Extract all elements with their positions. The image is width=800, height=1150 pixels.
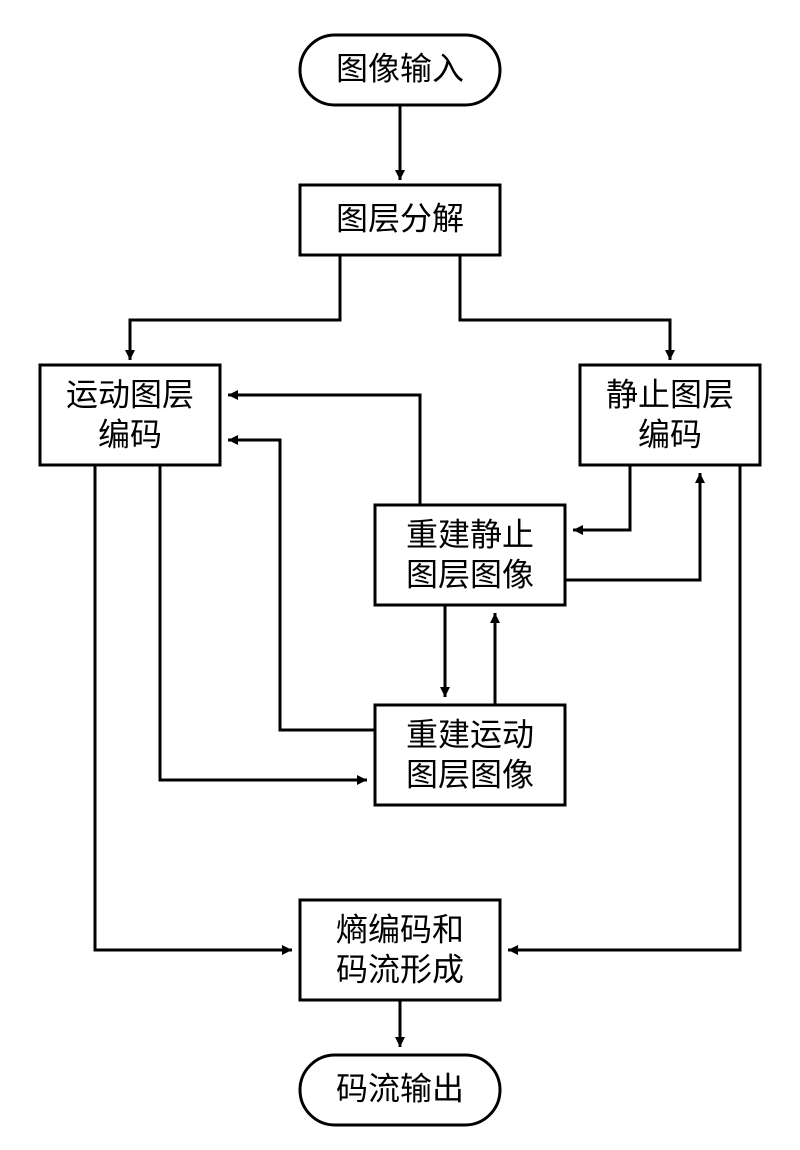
node-rebuild-still-label2: 图层图像 — [406, 556, 534, 592]
node-motion-enc-label2: 编码 — [98, 416, 162, 452]
node-rebuild-motion-label1: 重建运动 — [406, 716, 534, 752]
edge-decompose-motion — [130, 255, 340, 360]
edge-rebuildstill-stillenc — [565, 473, 700, 580]
edge-motionenc-rebuildmotion — [160, 465, 367, 780]
node-output-label: 码流输出 — [336, 1070, 464, 1106]
node-entropy-label2: 码流形成 — [336, 951, 464, 987]
edge-stillenc-rebuildstill — [573, 465, 630, 530]
flowchart-diagram: 图像输入 图层分解 运动图层 编码 静止图层 编码 重建静止 图层图像 重建运动… — [0, 0, 800, 1150]
node-input-label: 图像输入 — [336, 50, 464, 86]
edge-decompose-still — [460, 255, 670, 360]
node-still-enc-label2: 编码 — [638, 416, 702, 452]
node-motion-enc-label1: 运动图层 — [66, 376, 194, 412]
node-rebuild-motion-label2: 图层图像 — [406, 756, 534, 792]
edge-rebuildmotion-motionenc — [228, 440, 375, 730]
node-rebuild-still-label1: 重建静止 — [406, 516, 534, 552]
edge-motionenc-entropy — [95, 465, 292, 950]
node-entropy-label1: 熵编码和 — [336, 911, 464, 947]
node-decompose-label: 图层分解 — [336, 200, 464, 236]
edge-rebuildstill-motionenc — [228, 395, 420, 505]
node-still-enc-label1: 静止图层 — [606, 376, 734, 412]
